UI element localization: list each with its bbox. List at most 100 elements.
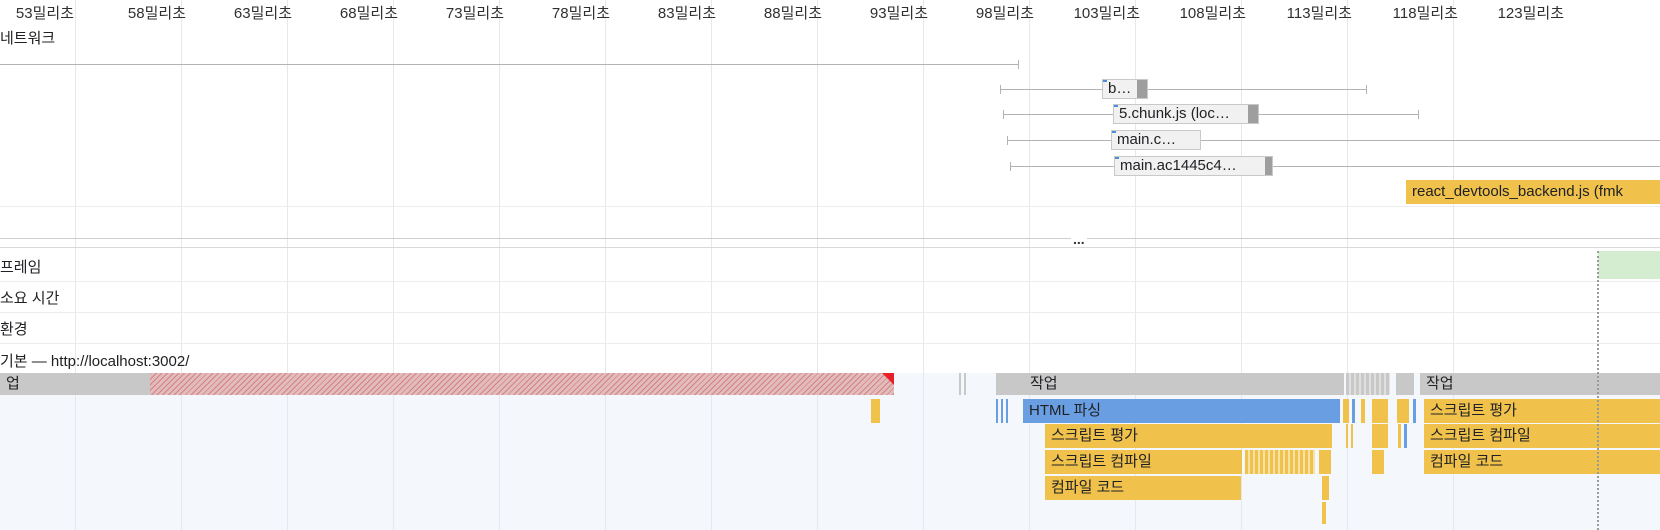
parse-block[interactable]: [1006, 399, 1008, 423]
grid-line: [923, 0, 924, 530]
request-label: b…: [1108, 80, 1132, 97]
script-block[interactable]: [1346, 424, 1348, 448]
request-label: main.ac1445c4…: [1120, 157, 1237, 174]
script-block[interactable]: [1398, 424, 1401, 448]
network-track-label[interactable]: 네트워크: [0, 30, 56, 47]
request-start-marker: [1114, 105, 1118, 107]
grid-line: [711, 373, 712, 530]
grid-line: [711, 0, 712, 530]
download-bar: [1137, 80, 1147, 98]
compile-code-block[interactable]: 컴파일 코드: [1424, 450, 1660, 474]
script-block[interactable]: [1372, 399, 1388, 423]
tick-label: 118밀리초: [1392, 5, 1458, 22]
script-block[interactable]: [1343, 399, 1349, 423]
tick-label: 108밀리초: [1179, 5, 1246, 22]
tick-label: 83밀리초: [657, 5, 716, 22]
grid-line: [1029, 0, 1030, 530]
script-block[interactable]: [1322, 502, 1326, 524]
parse-block[interactable]: [1352, 399, 1355, 423]
compile-script-block[interactable]: 스크립트 컴파일: [1045, 450, 1242, 474]
task-block[interactable]: [964, 373, 966, 395]
grid-line: [605, 0, 606, 530]
long-task-marker: [882, 373, 894, 385]
grid-line: [1453, 0, 1454, 530]
network-request[interactable]: 5.chunk.js (loc…: [1113, 104, 1259, 124]
tick-label: 53밀리초: [15, 5, 74, 22]
request-whisker: [1007, 140, 1111, 141]
grid-line: [1135, 0, 1136, 530]
script-block[interactable]: [1361, 399, 1365, 423]
compile-code-block[interactable]: 컴파일 코드: [1045, 476, 1241, 500]
request-whisker-cap: [1018, 60, 1019, 69]
request-start-marker: [1103, 80, 1107, 82]
parse-block[interactable]: [1001, 399, 1003, 423]
tick-label: 103밀리초: [1073, 5, 1140, 22]
timings-track-label[interactable]: 소요 시간: [0, 290, 60, 307]
frame-marker-line: [1597, 251, 1599, 530]
grid-line: [1241, 0, 1242, 530]
html-parse-block[interactable]: HTML 파싱: [1023, 399, 1340, 423]
download-bar: [1265, 157, 1272, 175]
network-request[interactable]: react_devtools_backend.js (fmk: [1406, 180, 1660, 204]
request-whisker: [1200, 140, 1660, 141]
frames-track-label[interactable]: 프레임: [0, 259, 42, 276]
environment-track-label[interactable]: 환경: [0, 321, 28, 338]
track-divider: [0, 343, 1660, 344]
request-whisker-cap: [1418, 110, 1419, 119]
track-divider: [0, 281, 1660, 282]
evaluate-script-block[interactable]: 스크립트 평가: [1045, 424, 1332, 448]
parse-block[interactable]: [996, 399, 998, 423]
grid-line: [75, 373, 76, 530]
tick-label: 93밀리초: [869, 5, 928, 22]
splitter-handle[interactable]: ...: [1071, 231, 1087, 247]
script-block[interactable]: [1319, 450, 1331, 474]
grid-line: [181, 373, 182, 530]
request-whisker: [1000, 89, 1102, 90]
tick-label: 98밀리초: [975, 5, 1034, 22]
script-block[interactable]: [1372, 450, 1384, 474]
track-divider: [0, 312, 1660, 313]
grid-line: [1347, 0, 1348, 530]
task-block[interactable]: 작업: [1420, 373, 1660, 395]
parse-block[interactable]: [1413, 399, 1416, 423]
tick-label: 113밀리초: [1286, 5, 1352, 22]
grid-line: [499, 0, 500, 530]
request-whisker: [1010, 166, 1114, 167]
script-block[interactable]: [1372, 424, 1388, 448]
network-request[interactable]: main.ac1445c4…: [1114, 156, 1273, 176]
tick-label: 68밀리초: [339, 5, 398, 22]
task-block[interactable]: 업: [0, 373, 150, 395]
grid-line: [287, 373, 288, 530]
parse-block[interactable]: [1404, 424, 1407, 448]
script-block[interactable]: [1322, 476, 1329, 500]
script-block[interactable]: [871, 399, 880, 423]
task-block[interactable]: [1346, 373, 1390, 395]
request-label: main.c…: [1117, 131, 1177, 148]
request-label: 5.chunk.js (loc…: [1119, 105, 1230, 122]
tick-label: 88밀리초: [763, 5, 822, 22]
grid-line: [393, 373, 394, 530]
tick-label: 63밀리초: [233, 5, 292, 22]
frame-block[interactable]: [1598, 251, 1660, 279]
script-block[interactable]: [1397, 399, 1409, 423]
network-request[interactable]: main.c…: [1111, 130, 1201, 150]
compile-script-block[interactable]: 스크립트 컴파일: [1424, 424, 1660, 448]
script-block[interactable]: [1351, 424, 1353, 448]
network-request[interactable]: b…: [1102, 79, 1148, 99]
tick-label: 78밀리초: [551, 5, 610, 22]
main-thread-track-label[interactable]: 기본 — http://localhost:3002/: [0, 353, 190, 370]
task-block[interactable]: [959, 373, 961, 395]
grid-line: [287, 0, 288, 530]
long-task-overlay[interactable]: [150, 373, 894, 395]
request-whisker: [1258, 114, 1418, 115]
splitter-line: [0, 238, 1660, 239]
request-whisker: [1146, 89, 1366, 90]
request-start-marker: [1112, 131, 1116, 133]
script-block[interactable]: [1245, 450, 1315, 474]
evaluate-script-block[interactable]: 스크립트 평가: [1424, 399, 1660, 423]
task-block[interactable]: 작업: [996, 373, 1344, 395]
tick-label: 123밀리초: [1497, 5, 1564, 22]
request-whisker-cap: [1366, 85, 1367, 94]
task-block[interactable]: [1396, 373, 1414, 395]
grid-line: [499, 373, 500, 530]
